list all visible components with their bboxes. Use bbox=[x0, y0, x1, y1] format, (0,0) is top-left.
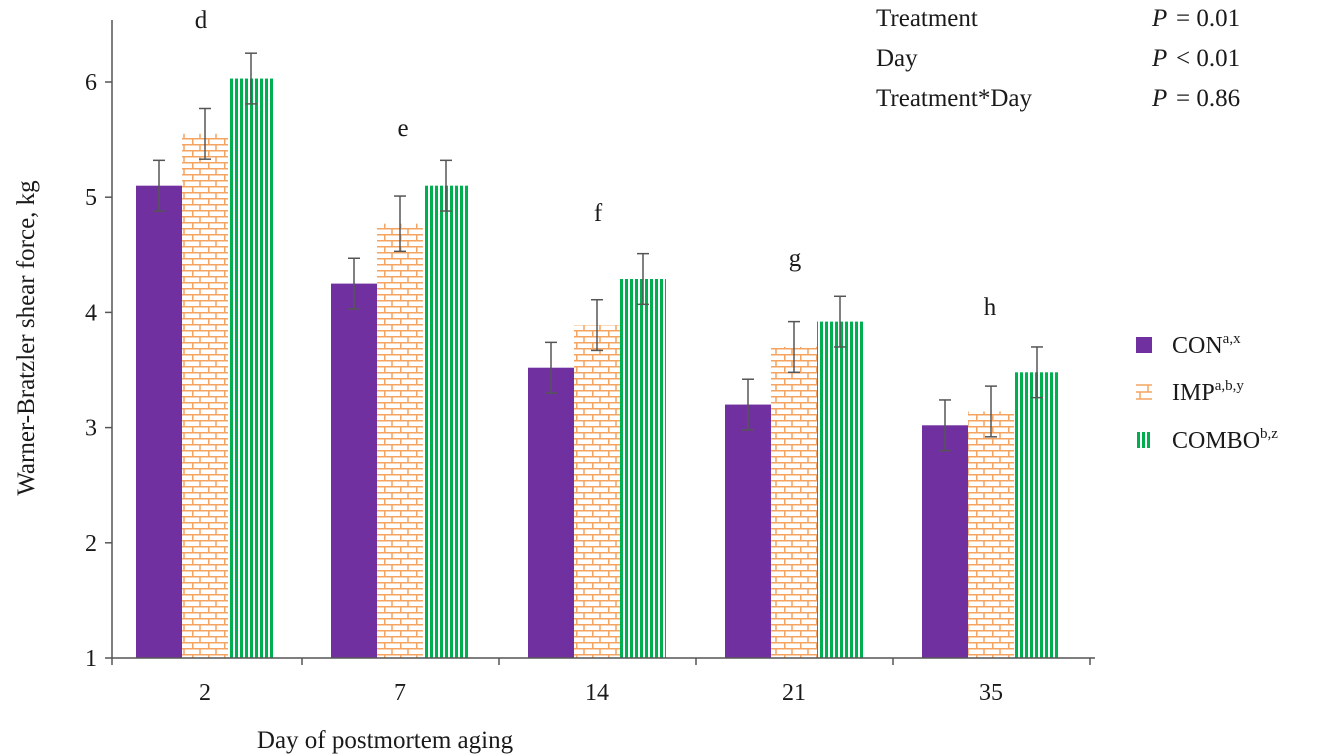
significance-letter: h bbox=[984, 294, 997, 321]
y-tick-label: 6 bbox=[85, 70, 97, 96]
statistic-label: Treatment*Day bbox=[876, 85, 1032, 112]
statistic-p-symbol: P bbox=[1151, 5, 1167, 32]
bar-imp-day-2 bbox=[182, 133, 228, 659]
legend-series-superscript: b,z bbox=[1260, 426, 1278, 442]
error-bar-con-day-35 bbox=[939, 399, 951, 452]
error-bar-combo-day-35 bbox=[1031, 346, 1043, 399]
error-bar-con-day-2 bbox=[153, 159, 165, 212]
legend-label: COMBOb,z bbox=[1172, 426, 1278, 454]
bar-combo-day-14 bbox=[620, 278, 666, 658]
error-bar-imp-day-14 bbox=[591, 298, 603, 352]
error-bar-combo-day-14 bbox=[637, 252, 649, 306]
error-bar-imp-day-7 bbox=[394, 195, 406, 253]
x-ticks: 2 7 14 21 35 bbox=[111, 658, 1091, 706]
bar-combo-day-21 bbox=[817, 321, 863, 658]
statistic-row: Treatment P = 0.01 bbox=[876, 5, 1240, 32]
bar-con-day-7 bbox=[331, 283, 377, 658]
y-tick-label: 4 bbox=[85, 300, 97, 326]
bar-combo-day-7 bbox=[423, 185, 469, 658]
legend-series-superscript: a,b,y bbox=[1215, 378, 1245, 394]
significance-letter: d bbox=[195, 7, 208, 34]
error-bar-imp-day-2 bbox=[199, 107, 211, 160]
legend-series-name: IMP bbox=[1172, 380, 1215, 406]
x-tick-label: 14 bbox=[585, 680, 609, 706]
bar-con-day-35 bbox=[922, 425, 968, 658]
legend-label: IMPa,b,y bbox=[1172, 378, 1244, 406]
x-axis-title: Day of postmortem aging bbox=[257, 727, 514, 754]
legend-item-con: CONa,x bbox=[1136, 331, 1241, 359]
statistic-p-value: < 0.01 bbox=[1176, 45, 1240, 72]
legend-swatch bbox=[1136, 432, 1152, 448]
bar-combo-day-2 bbox=[228, 78, 274, 658]
bar-imp-day-14 bbox=[574, 325, 620, 658]
error-bar-combo-day-2 bbox=[245, 52, 257, 105]
legend-series-name: CON bbox=[1172, 333, 1223, 359]
y-ticks: 1 2 3 4 5 6 bbox=[85, 70, 112, 672]
bar-con-day-2 bbox=[136, 185, 182, 658]
error-bar-combo-day-7 bbox=[440, 159, 452, 212]
significance-letter: g bbox=[789, 245, 802, 272]
bar-imp-day-21 bbox=[771, 346, 817, 658]
error-bar-imp-day-35 bbox=[985, 385, 997, 438]
y-tick-label: 2 bbox=[85, 531, 97, 557]
legend-item-imp: IMPa,b,y bbox=[1136, 378, 1244, 406]
legend-series-superscript: a,x bbox=[1223, 331, 1241, 347]
y-tick-label: 1 bbox=[85, 646, 97, 672]
error-bar-con-day-14 bbox=[545, 341, 557, 394]
bars-layer bbox=[136, 78, 1060, 659]
statistic-label: Day bbox=[876, 45, 918, 72]
significance-letters-layer: d e f g h bbox=[195, 7, 997, 321]
bar-combo-day-35 bbox=[1014, 372, 1060, 658]
bar-imp-day-7 bbox=[377, 223, 423, 659]
bar-con-day-14 bbox=[528, 367, 574, 658]
error-bar-con-day-21 bbox=[742, 378, 754, 431]
y-tick-label: 3 bbox=[85, 416, 97, 442]
x-tick-label: 35 bbox=[979, 680, 1003, 706]
statistic-label: Treatment bbox=[876, 5, 978, 32]
error-bar-imp-day-21 bbox=[788, 320, 800, 374]
legend-swatch bbox=[1136, 337, 1152, 353]
legend-swatch bbox=[1136, 384, 1152, 400]
legend: CONa,x IMPa,b,y COMBOb,z bbox=[1136, 331, 1278, 454]
error-bar-con-day-7 bbox=[348, 257, 360, 310]
x-tick-label: 7 bbox=[394, 680, 406, 706]
error-bars-layer bbox=[153, 52, 1043, 452]
bar-con-day-21 bbox=[725, 404, 771, 658]
legend-item-combo: COMBOb,z bbox=[1136, 426, 1278, 454]
significance-letter: e bbox=[397, 115, 408, 142]
x-tick-label: 2 bbox=[199, 680, 211, 706]
bar-imp-day-35 bbox=[968, 411, 1014, 658]
statistic-row: Day P < 0.01 bbox=[876, 45, 1240, 72]
axes bbox=[111, 20, 1095, 659]
y-tick-label: 5 bbox=[85, 185, 97, 211]
legend-label: CONa,x bbox=[1172, 331, 1241, 359]
significance-letter: f bbox=[594, 200, 603, 227]
x-tick-label: 21 bbox=[782, 680, 806, 706]
statistic-p-value: = 0.86 bbox=[1176, 85, 1240, 112]
statistic-p-value: = 0.01 bbox=[1176, 5, 1240, 32]
legend-series-name: COMBO bbox=[1172, 428, 1260, 454]
statistic-row: Treatment*Day P = 0.86 bbox=[876, 85, 1240, 112]
error-bar-combo-day-21 bbox=[834, 295, 846, 348]
y-axis-title: Warner-Bratzler shear force, kg bbox=[13, 180, 40, 496]
statistic-p-symbol: P bbox=[1151, 45, 1167, 72]
statistic-p-symbol: P bbox=[1151, 85, 1167, 112]
statistics-block: Treatment P = 0.01 Day P < 0.01 Treatment*Day P… bbox=[876, 5, 1240, 112]
